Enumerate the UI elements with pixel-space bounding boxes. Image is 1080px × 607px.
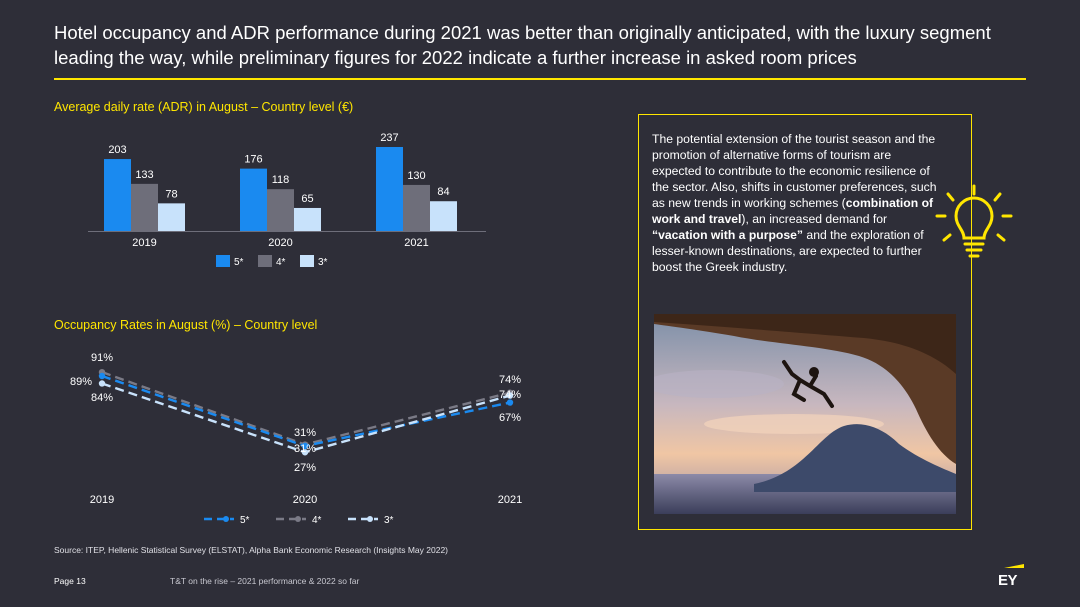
occupancy-point-label: 91% <box>91 352 113 364</box>
adr-bar-2021-3* <box>430 201 457 231</box>
occupancy-point-5* <box>301 442 309 450</box>
occupancy-point-label: 74% <box>499 374 521 386</box>
occupancy-point-label: 84% <box>91 392 113 404</box>
adr-x-tick: 2019 <box>132 237 156 249</box>
adr-bar-label: 84 <box>437 186 449 198</box>
lightbulb-icon <box>935 184 1013 258</box>
adr-legend-swatch-5* <box>216 255 230 267</box>
footer-title: T&T on the rise – 2021 performance & 202… <box>170 576 360 586</box>
cliff-climber-photo <box>654 314 956 514</box>
callout-text-3: and the exploration of lesser-known dest… <box>652 228 924 274</box>
ey-logo-text: EY <box>998 572 1018 589</box>
adr-bar-2020-4* <box>267 189 294 231</box>
source-note: Source: ITEP, Hellenic Statistical Surve… <box>54 545 449 555</box>
charts-canvas: 203 133 78 2019 176 118 65 2020 237 130 84 2021 5* 4*… <box>70 132 522 526</box>
adr-bar-label: 130 <box>407 170 425 182</box>
adr-legend-label: 5* <box>234 257 244 268</box>
adr-bar-2019-5* <box>104 159 131 231</box>
callout-text-1: The potential extension of the tourist s… <box>652 132 937 210</box>
occupancy-point-label: 31% <box>294 427 316 439</box>
callout-box <box>638 114 972 530</box>
occupancy-point-label: 31% <box>294 443 316 455</box>
occupancy-point-3* <box>301 449 309 456</box>
adr-bar-label: 176 <box>244 154 262 166</box>
adr-bar-label: 133 <box>135 169 153 181</box>
occupancy-point-5* <box>98 372 106 380</box>
occupancy-point-label: 27% <box>294 462 316 474</box>
occupancy-point-5* <box>506 399 514 406</box>
adr-bar-label: 118 <box>272 174 290 186</box>
occupancy-legend-label: 3* <box>384 515 394 526</box>
adr-bar-label: 65 <box>301 193 313 205</box>
adr-x-tick: 2021 <box>404 237 428 249</box>
adr-x-tick: 2020 <box>268 237 292 249</box>
adr-bar-2019-4* <box>131 183 158 231</box>
ey-logo <box>1004 564 1024 568</box>
adr-legend-swatch-3* <box>300 255 314 267</box>
title-divider <box>54 78 1026 80</box>
occupancy-point-3* <box>506 392 514 399</box>
occupancy-chart-title: Occupancy Rates in August (%) – Country … <box>54 318 318 332</box>
occupancy-legend-label: 4* <box>312 515 322 526</box>
adr-bar-label: 203 <box>108 144 126 156</box>
callout-bold-1: combination of work and travel <box>652 196 934 226</box>
occupancy-legend-marker-3* <box>367 516 373 522</box>
page-number: Page 13 <box>54 576 86 586</box>
adr-chart-title: Average daily rate (ADR) in August – Cou… <box>54 100 354 114</box>
occupancy-point-3* <box>98 380 106 387</box>
occupancy-point-label: 67% <box>499 412 521 424</box>
adr-bar-2021-5* <box>376 147 403 231</box>
occupancy-x-tick: 2019 <box>90 494 114 506</box>
adr-legend-label: 4* <box>276 257 286 268</box>
occupancy-x-tick: 2021 <box>498 494 522 506</box>
occupancy-legend-label: 5* <box>240 515 250 526</box>
occupancy-point-label: 74% <box>499 389 521 401</box>
adr-bar-2021-4* <box>403 184 430 231</box>
adr-legend-label: 3* <box>318 257 328 268</box>
adr-bar-label: 78 <box>165 188 177 200</box>
callout-bold-2: “vacation with a purpose” <box>652 228 804 242</box>
callout-text: The potential extension of the tourist s… <box>652 131 942 275</box>
occupancy-legend-marker-5* <box>223 516 229 522</box>
slide-title: Hotel occupancy and ADR performance duri… <box>54 22 991 68</box>
adr-bar-2020-3* <box>294 207 321 231</box>
adr-bar-label: 237 <box>380 132 398 144</box>
adr-bar-2020-5* <box>240 168 267 231</box>
occupancy-point-label: 89% <box>70 376 92 388</box>
occupancy-legend-marker-4* <box>295 516 301 522</box>
callout-text-2: ), an increased demand for <box>741 212 888 226</box>
adr-legend-swatch-4* <box>258 255 272 267</box>
occupancy-x-tick: 2020 <box>293 494 317 506</box>
adr-bar-2019-3* <box>158 203 185 231</box>
